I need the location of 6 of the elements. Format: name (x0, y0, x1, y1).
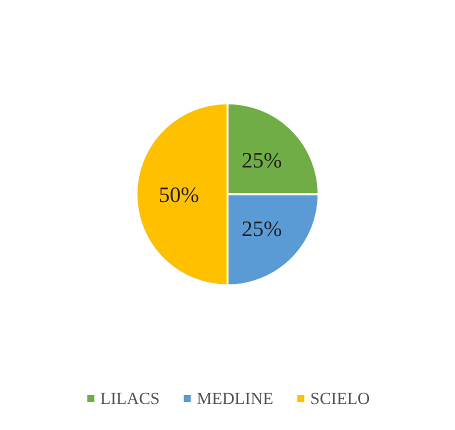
data-label: 25% (242, 216, 282, 242)
legend-label: LILACS (100, 389, 160, 408)
data-label: 50% (158, 182, 200, 207)
data-label: 25% (242, 147, 282, 172)
legend-label: MEDLINE (196, 389, 274, 408)
legend-label: SCIELO (310, 389, 370, 408)
